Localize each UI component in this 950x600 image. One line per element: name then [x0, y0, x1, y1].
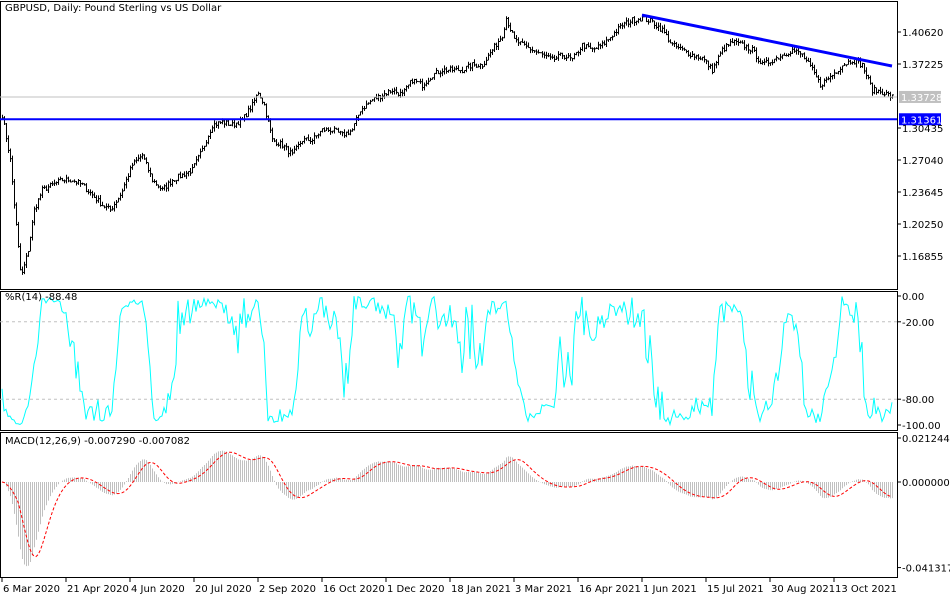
panel-frame	[0, 432, 898, 578]
macd-tick-label: 0.000000	[902, 478, 950, 489]
price-tick-label: 1.37225	[902, 60, 943, 71]
time-tick-label: 30 Aug 2021	[771, 584, 835, 595]
wpr-tick-label: 0.00	[902, 292, 924, 303]
time-tick-label: 6 Mar 2020	[3, 584, 60, 595]
macd-signal-line	[1, 451, 893, 558]
time-tick-label: 18 Jan 2021	[451, 584, 511, 595]
chart-title: GBPUSD, Daily: Pound Sterling vs US Doll…	[5, 3, 222, 14]
price-tick-label: 1.23645	[902, 188, 943, 199]
time-tick-label: 1 Jun 2021	[643, 584, 697, 595]
price-tick-label: 1.40620	[902, 28, 943, 39]
time-tick-label: 4 Jun 2020	[131, 584, 185, 595]
time-tick-label: 15 Jul 2021	[707, 584, 764, 595]
time-tick-label: 16 Oct 2020	[323, 584, 385, 595]
wpr-line	[1, 295, 893, 427]
current-price-label: 1.33728	[901, 93, 942, 104]
time-tick-label: 21 Apr 2020	[67, 584, 129, 595]
panel-frame	[0, 1, 898, 290]
macd-tick-label: -0.041317	[902, 564, 950, 575]
macd-panel	[1, 450, 893, 567]
time-tick-label: 2 Sep 2020	[259, 584, 316, 595]
time-tick-label: 20 Jul 2020	[195, 584, 252, 595]
wpr-tick-label: -100.00	[902, 421, 941, 432]
macd-tick-label: 0.021244	[902, 434, 950, 445]
time-tick-label: 1 Dec 2020	[387, 584, 445, 595]
wpr-tick-label: -80.00	[902, 395, 934, 406]
price-tick-label: 1.30435	[902, 124, 943, 135]
macd-title: MACD(12,26,9) -0.007290 -0.007082	[5, 436, 190, 447]
trendline	[641, 13, 893, 68]
price-bars	[2, 14, 894, 275]
price-tick-label: 1.16855	[902, 252, 943, 263]
price-tick-label: 1.27040	[902, 156, 943, 167]
support-price-label: 1.31361	[901, 115, 942, 126]
wpr-panel	[0, 295, 897, 427]
price-tick-label: 1.20250	[902, 220, 943, 231]
wpr-title: %R(14) -88.48	[5, 292, 78, 303]
wpr-tick-label: -20.00	[902, 318, 934, 329]
time-tick-label: 13 Oct 2021	[835, 584, 897, 595]
time-tick-label: 16 Apr 2021	[579, 584, 641, 595]
time-tick-label: 3 Mar 2021	[515, 584, 572, 595]
current-price-label-bg	[899, 90, 941, 103]
support-price-label-bg	[899, 113, 941, 126]
